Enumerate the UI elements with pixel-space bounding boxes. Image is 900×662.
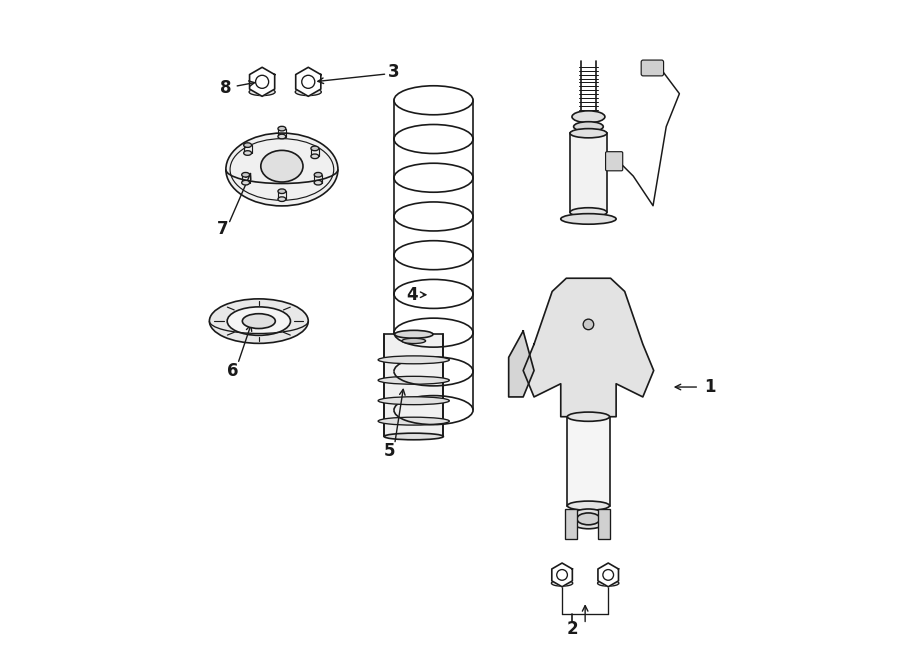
- Ellipse shape: [310, 154, 319, 159]
- Ellipse shape: [242, 314, 275, 328]
- Ellipse shape: [249, 88, 275, 95]
- FancyBboxPatch shape: [606, 152, 623, 171]
- Ellipse shape: [314, 180, 322, 185]
- Ellipse shape: [244, 143, 252, 148]
- Ellipse shape: [278, 189, 286, 193]
- Ellipse shape: [278, 134, 286, 139]
- Text: 2: 2: [566, 620, 578, 638]
- Text: 8: 8: [220, 79, 231, 97]
- Ellipse shape: [310, 146, 319, 151]
- Ellipse shape: [567, 412, 609, 421]
- Ellipse shape: [210, 299, 309, 344]
- Ellipse shape: [384, 433, 444, 440]
- Text: 1: 1: [705, 378, 716, 396]
- Ellipse shape: [394, 330, 433, 338]
- Polygon shape: [598, 563, 618, 587]
- Text: 6: 6: [227, 361, 239, 379]
- Ellipse shape: [278, 197, 286, 201]
- Ellipse shape: [378, 376, 449, 384]
- Bar: [598, 509, 610, 539]
- Ellipse shape: [226, 133, 338, 206]
- Ellipse shape: [552, 581, 572, 586]
- Text: 7: 7: [217, 220, 229, 238]
- Ellipse shape: [314, 173, 322, 177]
- Ellipse shape: [244, 151, 252, 156]
- Ellipse shape: [569, 509, 608, 529]
- Ellipse shape: [567, 501, 609, 510]
- Ellipse shape: [402, 338, 426, 344]
- Circle shape: [583, 319, 594, 330]
- Ellipse shape: [261, 150, 303, 182]
- Polygon shape: [296, 68, 320, 96]
- Ellipse shape: [561, 214, 617, 224]
- Ellipse shape: [378, 356, 449, 364]
- Bar: [565, 509, 577, 539]
- Ellipse shape: [242, 173, 249, 177]
- Polygon shape: [508, 331, 534, 397]
- Polygon shape: [523, 278, 653, 416]
- Ellipse shape: [295, 88, 321, 95]
- Ellipse shape: [570, 128, 607, 138]
- Bar: [570, 133, 607, 213]
- Ellipse shape: [242, 180, 249, 185]
- Ellipse shape: [572, 111, 605, 122]
- Ellipse shape: [378, 397, 449, 404]
- Bar: [567, 416, 609, 506]
- Ellipse shape: [577, 513, 600, 525]
- Polygon shape: [552, 563, 572, 587]
- Text: 4: 4: [406, 286, 418, 304]
- Ellipse shape: [378, 417, 449, 425]
- Ellipse shape: [573, 122, 603, 132]
- Ellipse shape: [227, 307, 291, 336]
- Ellipse shape: [570, 208, 607, 217]
- Bar: [384, 334, 444, 436]
- FancyBboxPatch shape: [641, 60, 663, 76]
- Text: 3: 3: [388, 63, 400, 81]
- Text: 5: 5: [383, 442, 395, 460]
- Polygon shape: [249, 68, 274, 96]
- Ellipse shape: [278, 126, 286, 131]
- Ellipse shape: [598, 581, 619, 586]
